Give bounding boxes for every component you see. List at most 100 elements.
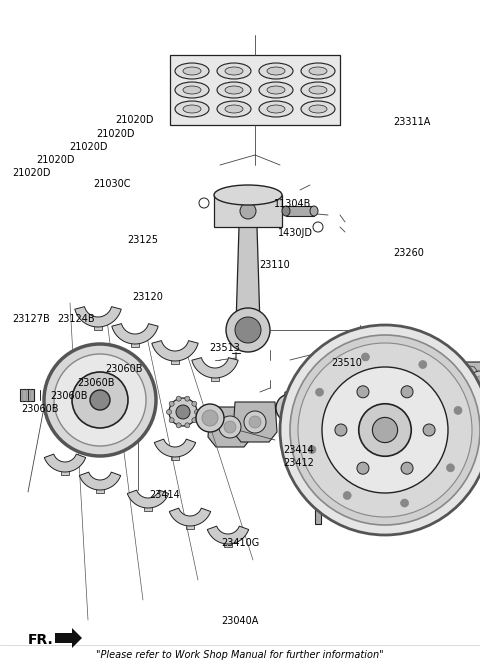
Text: 23060B: 23060B bbox=[106, 364, 143, 375]
Bar bbox=[211, 375, 219, 381]
Circle shape bbox=[244, 411, 266, 433]
Circle shape bbox=[226, 308, 270, 352]
Text: 23412: 23412 bbox=[283, 458, 314, 469]
Text: 23311A: 23311A bbox=[394, 117, 431, 128]
Text: 23125: 23125 bbox=[127, 234, 158, 245]
Text: 23510: 23510 bbox=[331, 357, 362, 368]
Circle shape bbox=[469, 371, 480, 393]
Circle shape bbox=[444, 376, 466, 398]
Circle shape bbox=[185, 423, 190, 428]
Ellipse shape bbox=[217, 101, 251, 117]
Bar bbox=[144, 505, 152, 511]
Circle shape bbox=[399, 389, 411, 401]
Ellipse shape bbox=[267, 67, 285, 75]
Circle shape bbox=[280, 325, 480, 535]
Circle shape bbox=[192, 401, 197, 406]
Circle shape bbox=[308, 446, 316, 453]
Bar bbox=[20, 389, 34, 401]
Ellipse shape bbox=[309, 86, 327, 94]
Text: 21030C: 21030C bbox=[94, 179, 131, 189]
Ellipse shape bbox=[301, 101, 335, 117]
Ellipse shape bbox=[183, 105, 201, 113]
Polygon shape bbox=[152, 341, 198, 361]
Circle shape bbox=[249, 416, 261, 428]
Circle shape bbox=[335, 424, 347, 436]
Polygon shape bbox=[112, 324, 158, 344]
Circle shape bbox=[401, 499, 408, 507]
Text: 23260: 23260 bbox=[394, 248, 424, 258]
Circle shape bbox=[299, 406, 311, 418]
Ellipse shape bbox=[310, 206, 318, 216]
Ellipse shape bbox=[309, 67, 327, 75]
Text: 23120: 23120 bbox=[132, 291, 163, 302]
Circle shape bbox=[369, 391, 391, 413]
Text: 23060B: 23060B bbox=[22, 404, 59, 414]
Bar bbox=[186, 523, 194, 529]
Circle shape bbox=[290, 335, 480, 525]
Ellipse shape bbox=[217, 82, 251, 98]
Polygon shape bbox=[383, 375, 427, 415]
Circle shape bbox=[351, 384, 379, 412]
Circle shape bbox=[372, 418, 397, 443]
Polygon shape bbox=[308, 387, 352, 427]
Circle shape bbox=[282, 400, 298, 416]
Ellipse shape bbox=[259, 101, 293, 117]
Circle shape bbox=[324, 401, 336, 413]
Text: "Please refer to Work Shop Manual for further information": "Please refer to Work Shop Manual for fu… bbox=[96, 650, 384, 660]
Circle shape bbox=[44, 344, 156, 456]
Bar bbox=[171, 454, 179, 460]
Ellipse shape bbox=[309, 105, 327, 113]
Circle shape bbox=[419, 361, 427, 369]
Bar bbox=[224, 541, 232, 547]
Ellipse shape bbox=[301, 63, 335, 79]
Circle shape bbox=[298, 343, 472, 517]
Circle shape bbox=[54, 354, 146, 446]
Circle shape bbox=[322, 367, 448, 493]
Polygon shape bbox=[233, 402, 277, 442]
Ellipse shape bbox=[225, 86, 243, 94]
Circle shape bbox=[72, 372, 128, 428]
Circle shape bbox=[185, 396, 190, 401]
Ellipse shape bbox=[225, 105, 243, 113]
Text: 21020D: 21020D bbox=[12, 168, 50, 179]
Ellipse shape bbox=[183, 86, 201, 94]
Bar bbox=[131, 341, 139, 347]
Text: 11304B: 11304B bbox=[274, 199, 311, 209]
Ellipse shape bbox=[301, 82, 335, 98]
Circle shape bbox=[401, 386, 413, 398]
Circle shape bbox=[474, 376, 480, 388]
Circle shape bbox=[315, 388, 324, 396]
Circle shape bbox=[446, 464, 455, 472]
Circle shape bbox=[357, 462, 369, 474]
Circle shape bbox=[401, 462, 413, 474]
Text: 21020D: 21020D bbox=[36, 155, 74, 166]
Circle shape bbox=[224, 421, 236, 433]
Circle shape bbox=[421, 374, 449, 402]
Ellipse shape bbox=[217, 63, 251, 79]
Polygon shape bbox=[169, 508, 211, 526]
Circle shape bbox=[240, 203, 256, 219]
Text: 23414: 23414 bbox=[149, 490, 180, 500]
Polygon shape bbox=[127, 490, 168, 508]
Circle shape bbox=[169, 401, 174, 406]
Ellipse shape bbox=[282, 206, 290, 216]
Bar bbox=[171, 358, 179, 364]
Circle shape bbox=[167, 410, 171, 414]
Circle shape bbox=[374, 396, 386, 408]
Text: 23513: 23513 bbox=[209, 342, 240, 353]
Circle shape bbox=[176, 423, 181, 428]
Text: 23414: 23414 bbox=[283, 445, 314, 455]
Circle shape bbox=[169, 398, 197, 426]
Bar bbox=[314, 510, 321, 524]
Circle shape bbox=[196, 404, 224, 432]
Ellipse shape bbox=[259, 82, 293, 98]
Circle shape bbox=[90, 390, 110, 410]
Polygon shape bbox=[55, 628, 82, 648]
Circle shape bbox=[343, 491, 351, 499]
Polygon shape bbox=[208, 407, 252, 447]
Text: 23410G: 23410G bbox=[221, 538, 259, 548]
Circle shape bbox=[319, 396, 341, 418]
Polygon shape bbox=[358, 382, 402, 422]
Circle shape bbox=[449, 381, 461, 393]
Circle shape bbox=[176, 405, 190, 419]
